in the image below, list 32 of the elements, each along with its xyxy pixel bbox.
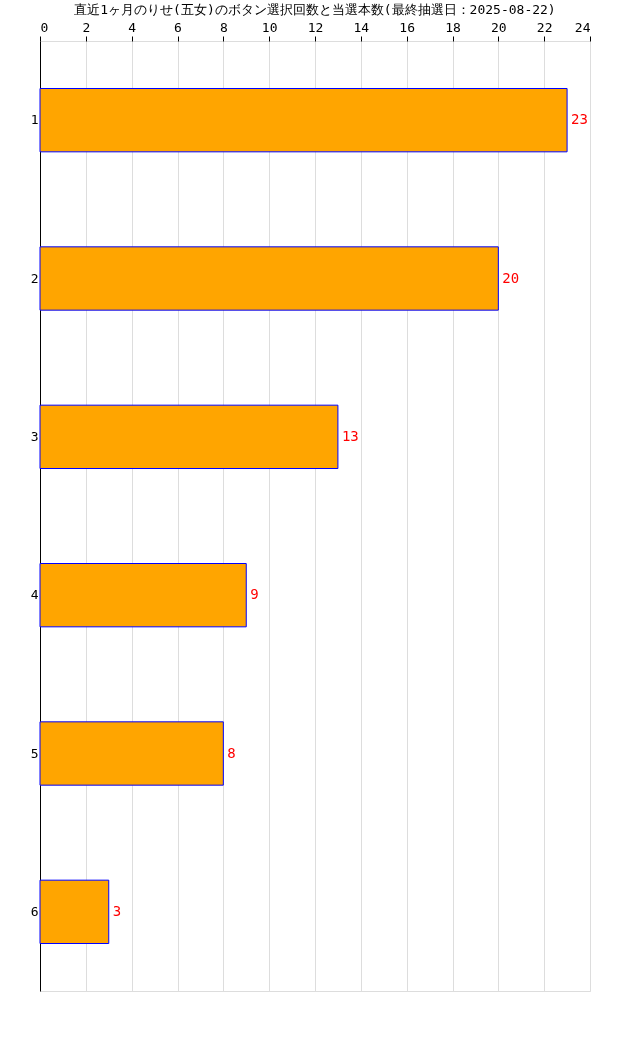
bar [39,721,224,786]
x-tick-label: 22 [536,19,553,35]
data-label: 20 [502,269,520,286]
data-label: 8 [227,744,236,761]
x-tick-label: 12 [307,19,324,35]
data-label: 13 [341,427,359,444]
bar [39,563,247,628]
bar [39,879,110,944]
y-tick-label: 6 [30,903,39,919]
data-label: 23 [571,111,588,128]
data-label: 9 [250,586,259,603]
x-tick-label: 8 [219,19,228,35]
x-tick-label: 18 [445,19,461,35]
chart-title: 直近1ヶ月のりせ(五女)のボタン選択回数と当選本数(最終抽選日：2025-08-22) [74,2,556,17]
x-tick-label: 14 [353,19,370,35]
y-tick-label: 3 [30,428,39,444]
y-tick-label: 2 [30,270,39,286]
x-tick-label: 6 [174,19,182,35]
y-tick-label: 5 [30,745,39,761]
x-tick-label: 16 [399,19,415,35]
x-tick-label: 10 [261,19,278,35]
x-tick-label: 20 [491,19,507,35]
x-tick-label: 0 [40,19,49,35]
y-tick-label: 1 [30,112,39,128]
bar [39,246,499,311]
data-label: 3 [112,902,122,919]
x-tick-label: 2 [82,19,91,35]
x-tick-label: 4 [128,19,137,35]
x-tick-label: 24 [574,19,591,35]
bar [39,88,568,153]
y-tick-label: 4 [30,587,39,603]
bar [39,404,339,469]
